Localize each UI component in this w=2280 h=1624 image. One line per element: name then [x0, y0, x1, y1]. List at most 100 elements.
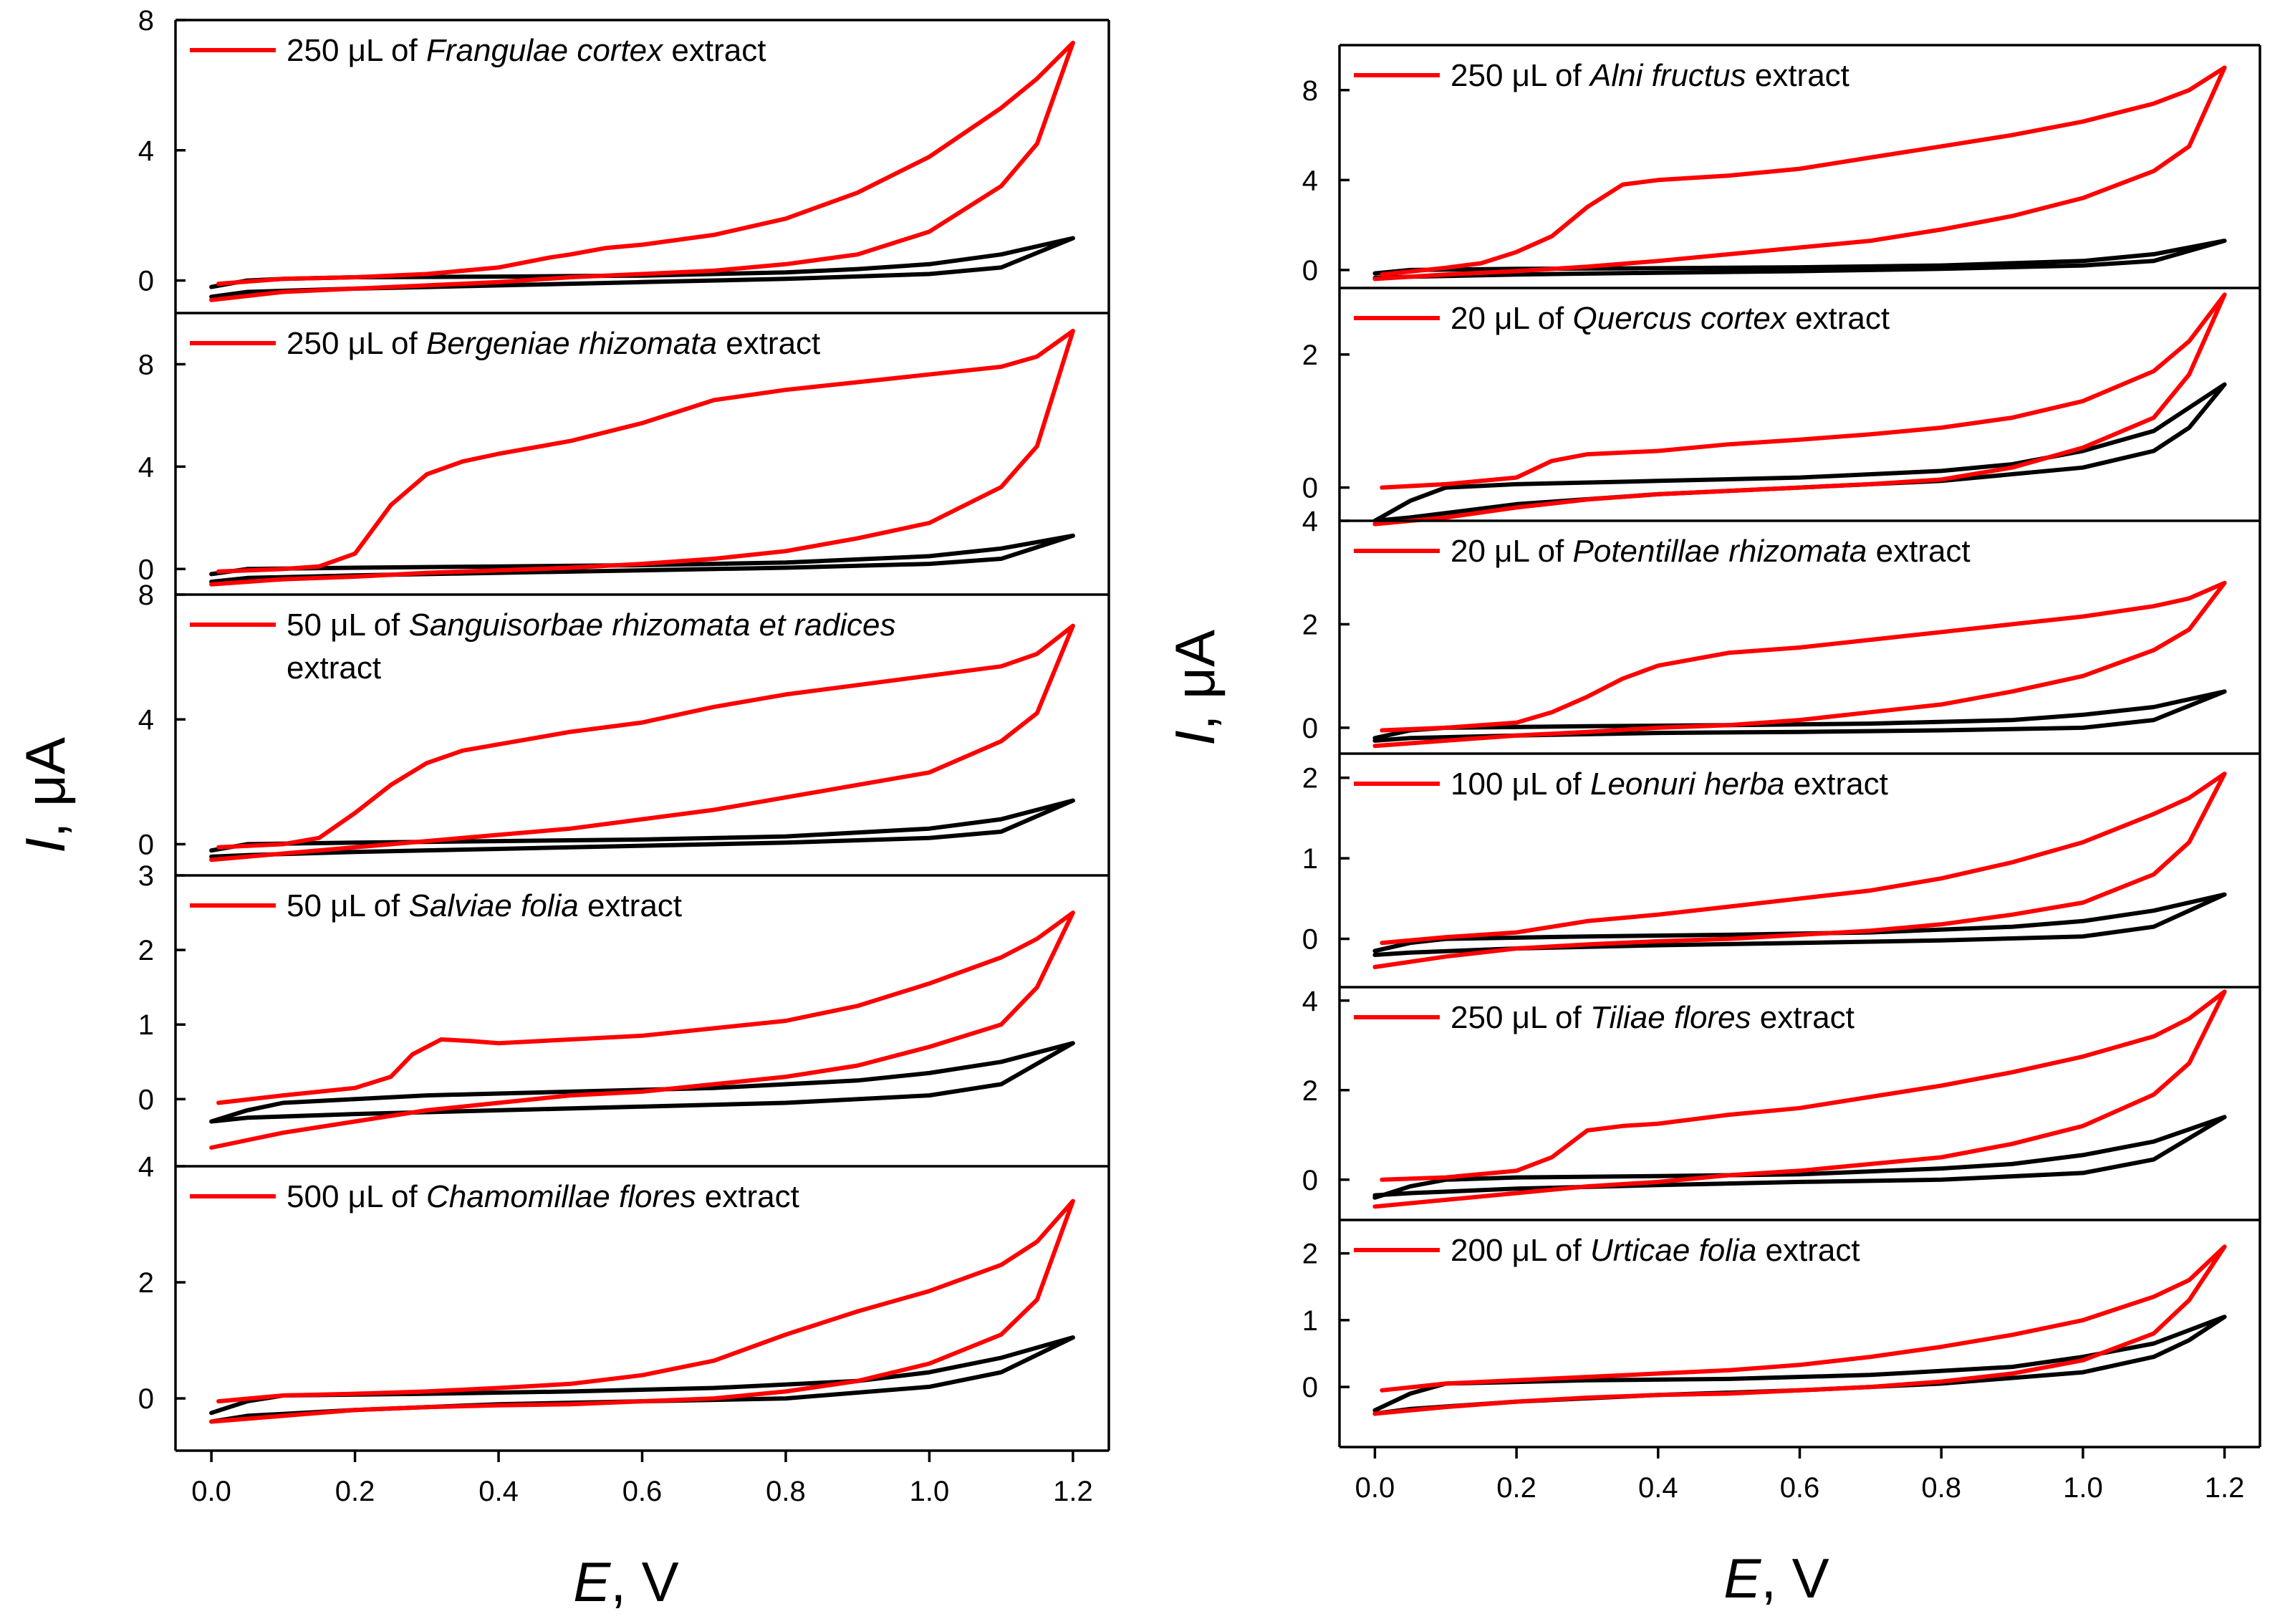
y-tick-label: 0	[138, 554, 154, 585]
x-tick-label: 0.6	[1780, 1472, 1820, 1504]
panel-right-2: 0 2 20 μL of Quercus cortex extract	[1302, 287, 2261, 527]
cv-curve-blank	[1372, 1115, 2227, 1200]
y-tick-label: 0	[138, 829, 154, 860]
x-tick-label: 0.2	[335, 1476, 375, 1507]
legend-volume: 20 μL of	[1451, 534, 1573, 569]
legend-volume: 500 μL of	[287, 1179, 426, 1214]
legend-species: Urticae folia	[1590, 1233, 1756, 1268]
cv-curve-blank	[209, 798, 1075, 859]
legend-species: Chamomillae flores	[426, 1179, 696, 1214]
x-tick-label: 1.0	[910, 1476, 950, 1507]
legend-suffix: extract	[1785, 767, 1888, 802]
x-tick-label: 0.0	[1355, 1472, 1395, 1504]
y-tick-label: 4	[138, 451, 154, 483]
y-tick-label: 1	[1302, 843, 1318, 875]
x-axis-title-right: E, V	[1723, 1547, 1829, 1610]
cv-curve-sample	[209, 329, 1075, 587]
panel-left-4: 0 1 2 3 50 μL of Salviae folia extract	[138, 860, 1110, 1166]
y-tick-label: 1	[138, 1009, 154, 1041]
cv-curve-sample	[1372, 1244, 2227, 1416]
legend-label: 250 μL of Frangulae cortex extract	[287, 33, 766, 68]
x-tick-label: 1.0	[2063, 1472, 2103, 1504]
x-tick-label: 0.4	[478, 1476, 519, 1507]
legend-volume: 250 μL of	[287, 33, 426, 68]
y-tick-label: 0	[1302, 924, 1318, 956]
y-tick-label: 2	[1302, 1075, 1318, 1107]
legend-species: Alni fructus	[1588, 58, 1746, 93]
y-tick-label: 2	[1302, 609, 1318, 640]
cv-curve-sample	[1372, 65, 2227, 282]
legend-label: 50 μL of Sanguisorbae rhizomata et radic…	[287, 607, 895, 643]
y-axis-title-symbol: I	[14, 837, 77, 853]
x-axis-title-left: E, V	[573, 1550, 678, 1613]
y-tick-label: 4	[1302, 986, 1318, 1017]
y-tick-label: 3	[138, 860, 154, 892]
panel-left-5: 0 2 4 500 μL of Chamomillae flores extract	[138, 1151, 1110, 1451]
legend-volume: 50 μL of	[287, 607, 409, 643]
legend-volume: 200 μL of	[1451, 1233, 1590, 1268]
x-axis-title-unit: , V	[610, 1550, 678, 1613]
panel-right-1: 0 4 8 250 μL of Alni fructus extract	[1302, 44, 2261, 288]
legend-volume: 250 μL of	[1451, 1000, 1590, 1035]
y-tick-label: 8	[138, 5, 154, 37]
cv-curve-sample	[209, 623, 1075, 863]
x-tick-label: 0.0	[191, 1476, 231, 1507]
legend-suffix: extract	[1756, 1233, 1860, 1268]
panel-right-4: 0 1 2 100 μL of Leonuri herba extract	[1302, 752, 2261, 987]
y-tick-label: 2	[138, 935, 154, 966]
cv-curve-sample	[1372, 989, 2227, 1209]
legend-volume: 100 μL of	[1451, 767, 1590, 802]
legend-label: 250 μL of Bergeniae rhizomata extract	[287, 326, 820, 361]
x-axis-title-symbol: E	[1723, 1547, 1761, 1610]
cv-curve-sample	[209, 1198, 1075, 1424]
y-tick-label: 0	[1302, 255, 1318, 287]
x-tick-label: 0.4	[1638, 1472, 1678, 1504]
legend-suffix: extract	[1751, 1000, 1855, 1035]
panel-left-1: 0 4 8 250 μL of Frangulae cortex extract	[138, 5, 1110, 313]
legend-label: 500 μL of Chamomillae flores extract	[287, 1179, 799, 1214]
legend-volume: 50 μL of	[287, 888, 409, 923]
cv-curve-sample	[209, 911, 1075, 1150]
y-tick-label: 4	[1302, 506, 1318, 537]
legend-label: 250 μL of Tiliae flores extract	[1451, 1000, 1855, 1035]
y-axis-title-unit: , μA	[1163, 630, 1226, 730]
cv-curve-blank	[209, 1041, 1075, 1124]
cv-curve-blank	[1372, 689, 2227, 743]
cv-curve-sample	[1372, 772, 2227, 969]
x-tick-label: 1.2	[1053, 1476, 1093, 1507]
y-tick-label: 8	[138, 580, 154, 611]
legend-suffix: extract	[717, 326, 820, 361]
y-tick-label: 0	[138, 1084, 154, 1115]
y-tick-label: 0	[138, 266, 154, 297]
legend-species: Quercus cortex	[1573, 301, 1788, 336]
panel-right-3: 0 2 4 20 μL of Potentillae rhizomata extrac…	[1302, 506, 2261, 754]
y-tick-label: 0	[1302, 1372, 1318, 1403]
y-axis-title-right: I, μA	[1163, 630, 1226, 746]
legend-suffix: extract	[1786, 301, 1890, 336]
legend-species: Tiliae flores	[1590, 1000, 1751, 1035]
y-tick-label: 0	[1302, 473, 1318, 504]
legend-label: 200 μL of Urticae folia extract	[1451, 1233, 1860, 1268]
legend-label: 20 μL of Quercus cortex extract	[1451, 301, 1890, 336]
y-tick-label: 0	[1302, 1165, 1318, 1196]
legend-species: Sanguisorbae rhizomata et radices	[409, 607, 896, 643]
x-axis-title-symbol: E	[573, 1550, 611, 1613]
legend-suffix: extract	[696, 1179, 799, 1214]
y-tick-label: 1	[1302, 1305, 1318, 1337]
legend-species: Potentillae rhizomata	[1573, 534, 1867, 569]
y-tick-label: 2	[138, 1267, 154, 1299]
y-tick-label: 0	[138, 1383, 154, 1415]
x-tick-label: 0.6	[622, 1476, 663, 1507]
x-axis-title-unit: , V	[1761, 1547, 1829, 1610]
panel-left-2: 0 4 8 250 μL of Bergeniae rhizomata extract	[138, 312, 1110, 595]
y-axis-title-left: I, μA	[14, 737, 77, 853]
legend-species: Frangulae cortex	[426, 33, 664, 68]
panel-right-5: 0 2 4 250 μL of Tiliae flores extract	[1302, 986, 2261, 1220]
cv-curve-sample	[1372, 580, 2227, 749]
y-tick-label: 4	[138, 704, 154, 736]
legend-suffix: extract	[663, 33, 766, 68]
y-tick-label: 4	[138, 135, 154, 167]
legend-suffix: extract	[579, 888, 682, 923]
